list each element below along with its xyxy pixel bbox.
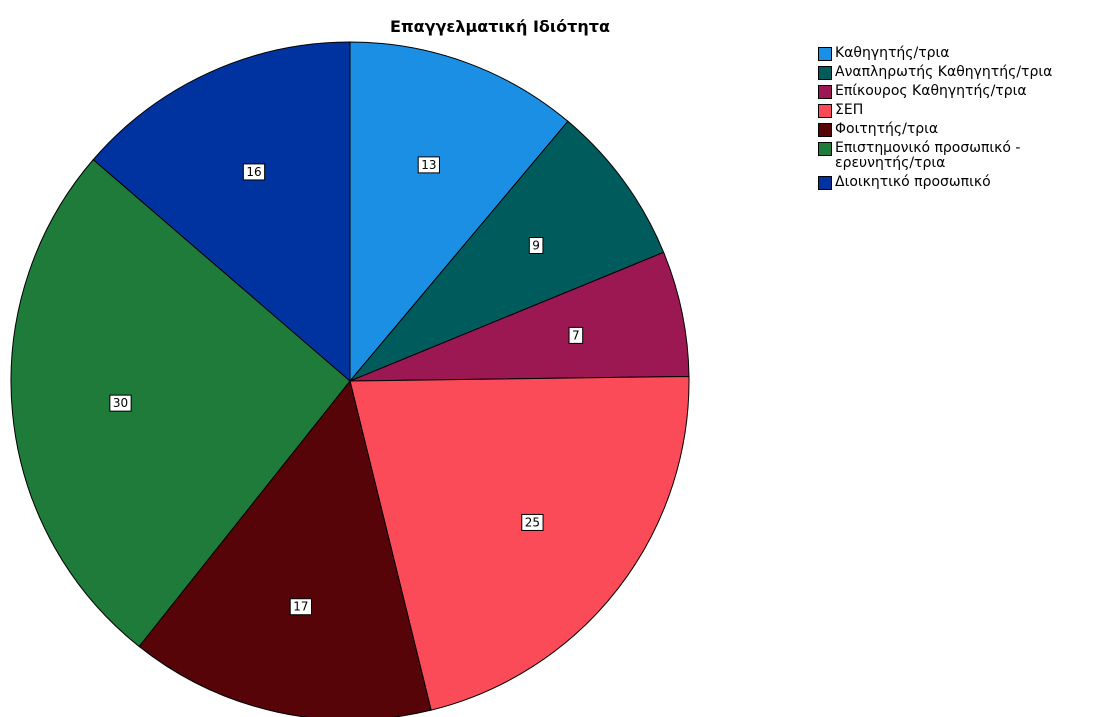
legend-swatch <box>818 142 832 156</box>
pie-slice <box>10 158 351 648</box>
legend-label: Αναπληρωτής Καθηγητής/τρια <box>835 64 1053 80</box>
legend-label: Φοιτητής/τρια <box>835 121 939 137</box>
legend-item: Επιστημονικό προσωπικό - ερευνητής/τρια <box>818 141 1083 171</box>
value-label-box: 16 <box>242 163 266 181</box>
chart-title: Επαγγελματική Ιδιότητα <box>390 17 610 36</box>
legend-swatch <box>818 176 832 190</box>
legend-item: Επίκουρος Καθηγητής/τρια <box>818 84 1083 99</box>
value-label: 13 <box>421 158 436 172</box>
label-box <box>521 513 544 531</box>
legend-item: ΣΕΠ <box>818 103 1083 118</box>
legend-label: Επιστημονικό προσωπικό - ερευνητής/τρια <box>835 140 1021 171</box>
label-box <box>528 237 544 255</box>
value-label: 30 <box>113 396 128 410</box>
value-label: 25 <box>525 515 540 529</box>
value-label-box: 9 <box>528 237 544 255</box>
value-label: 16 <box>246 165 261 179</box>
value-label-box: 17 <box>289 598 313 616</box>
legend-label: Επίκουρος Καθηγητής/τρια <box>835 83 1027 99</box>
label-box <box>568 326 584 344</box>
value-label-box: 13 <box>417 156 440 174</box>
value-label: 7 <box>572 328 580 342</box>
value-label-box: 7 <box>568 326 584 344</box>
legend-label: Διοικητικό προσωπικό <box>835 174 991 190</box>
value-label-box: 25 <box>521 513 544 531</box>
pie-slice <box>349 120 665 382</box>
legend-item: Αναπληρωτής Καθηγητής/τρια <box>818 65 1083 80</box>
label-box <box>109 394 132 412</box>
value-label-box: 30 <box>109 394 132 412</box>
legend-label: ΣΕΠ <box>835 102 864 118</box>
pie-slice <box>92 41 351 383</box>
label-box <box>289 598 313 616</box>
pie-slice <box>349 375 690 711</box>
value-label: 17 <box>293 600 308 614</box>
legend-swatch <box>818 85 832 99</box>
legend-swatch <box>818 123 832 137</box>
pie-slice <box>138 379 432 717</box>
legend-swatch <box>818 104 832 118</box>
legend-swatch <box>818 66 832 80</box>
pie-slice <box>349 251 690 382</box>
legend-item: Καθηγητής/τρια <box>818 46 1083 61</box>
pie-slice <box>349 41 569 383</box>
value-label: 9 <box>532 239 540 253</box>
legend-item: Διοικητικό προσωπικό <box>818 175 1083 190</box>
label-box <box>242 163 266 181</box>
legend-label: Καθηγητής/τρια <box>835 45 950 61</box>
legend-item: Φοιτητής/τρια <box>818 122 1083 137</box>
legend: Καθηγητής/τρια Αναπληρωτής Καθηγητής/τρια… <box>818 46 1083 194</box>
legend-swatch <box>818 47 832 61</box>
label-box <box>417 156 440 174</box>
